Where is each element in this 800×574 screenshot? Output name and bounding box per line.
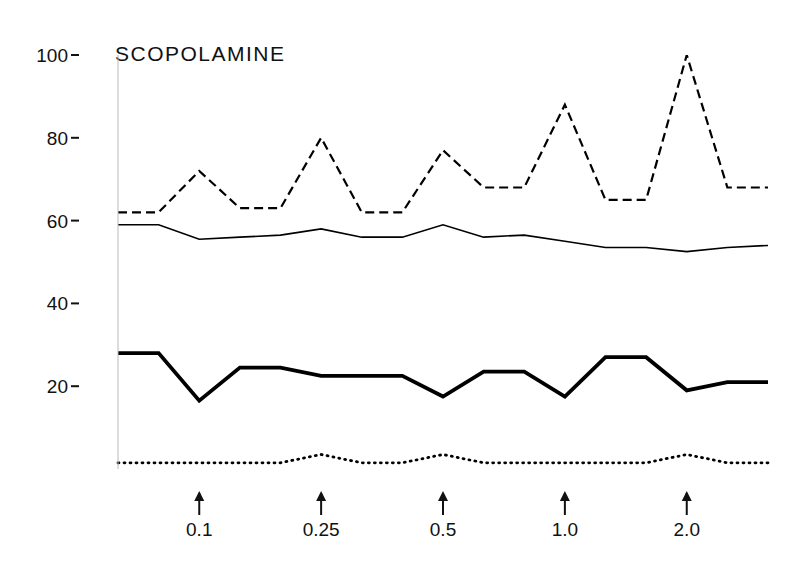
svg-text:0.5: 0.5 <box>430 519 456 540</box>
svg-text:0.25: 0.25 <box>303 519 340 540</box>
svg-text:80: 80 <box>47 128 68 149</box>
svg-text:2.0: 2.0 <box>674 519 700 540</box>
html-text:SCOPOLAMINE: SCOPOLAMINE <box>115 42 286 65</box>
svg-text:20: 20 <box>47 376 68 397</box>
svg-text:0.1: 0.1 <box>186 519 212 540</box>
svg-text:40: 40 <box>47 293 68 314</box>
svg-text:60: 60 <box>47 211 68 232</box>
svg-text:1.0: 1.0 <box>552 519 578 540</box>
svg-text:100: 100 <box>36 45 68 66</box>
